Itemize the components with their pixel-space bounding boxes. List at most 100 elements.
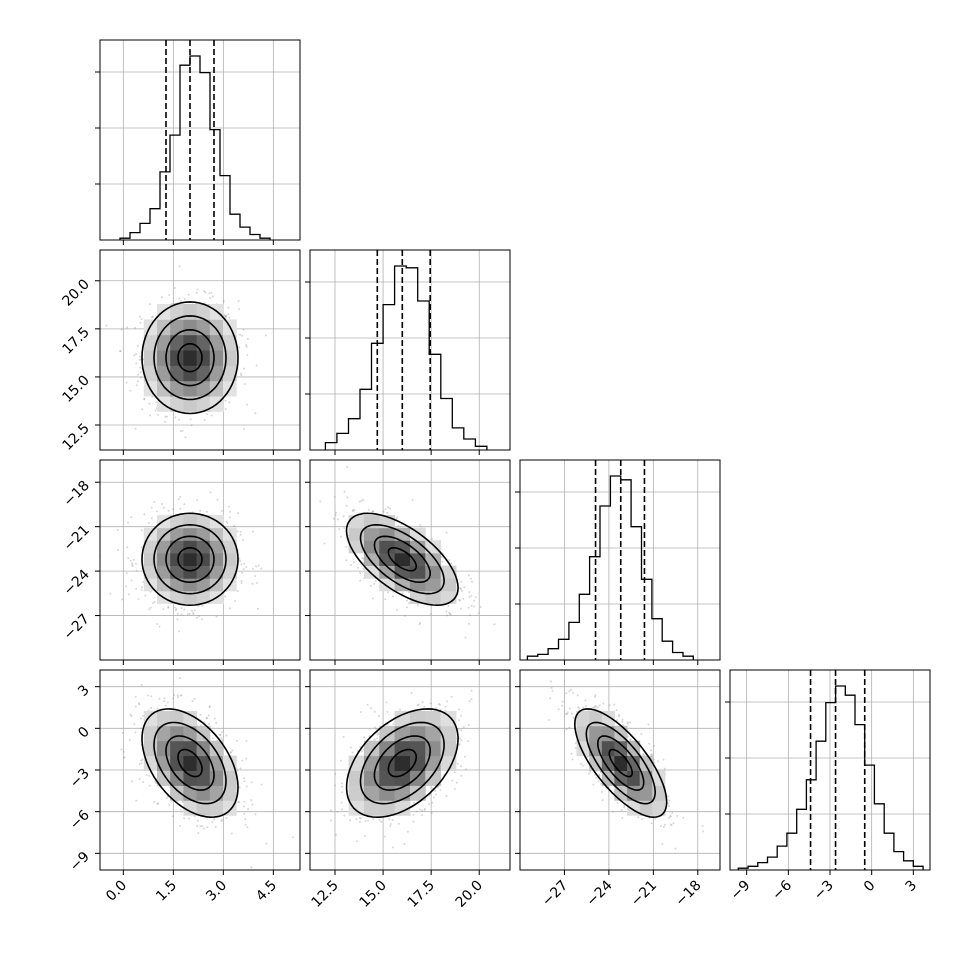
sample-point xyxy=(153,501,156,503)
density-cell xyxy=(143,552,158,566)
density-cell xyxy=(157,578,171,592)
sample-point xyxy=(453,771,456,774)
sample-point xyxy=(179,824,181,827)
sample-point xyxy=(188,817,190,820)
panel-inner-2-0 xyxy=(100,491,263,633)
density-cell xyxy=(348,785,365,801)
sample-point xyxy=(214,825,217,828)
sample-point xyxy=(469,577,472,580)
sample-point xyxy=(158,625,161,628)
density-cell xyxy=(440,725,457,742)
sample-point xyxy=(175,469,177,471)
sample-point xyxy=(345,545,348,548)
sample-point xyxy=(243,383,246,385)
sample-point xyxy=(164,451,166,453)
sample-point xyxy=(245,566,248,568)
density-cell xyxy=(410,578,426,592)
sample-point xyxy=(120,328,123,331)
sample-point xyxy=(421,701,424,703)
sample-point xyxy=(121,732,124,734)
sample-point xyxy=(335,833,337,836)
sample-point xyxy=(150,316,153,319)
sample-point xyxy=(172,697,175,700)
sample-point xyxy=(195,291,198,294)
sample-point xyxy=(179,677,182,680)
sample-point xyxy=(371,597,374,600)
sample-point xyxy=(458,708,461,711)
xtick-label-0-0: 0.0 xyxy=(103,878,130,905)
sample-point xyxy=(356,840,359,843)
sample-point xyxy=(198,615,200,617)
sample-point xyxy=(225,314,228,317)
sample-point xyxy=(135,799,138,802)
sample-point xyxy=(172,508,175,510)
sample-point xyxy=(457,719,460,722)
sample-point xyxy=(412,820,415,823)
sample-point xyxy=(123,756,126,759)
density-cell xyxy=(440,710,457,727)
sample-point xyxy=(467,574,470,576)
sample-point xyxy=(138,703,141,706)
sample-point xyxy=(211,295,214,298)
density-cell xyxy=(183,527,198,541)
sample-point xyxy=(127,557,130,560)
sample-point xyxy=(131,565,134,568)
sample-point xyxy=(134,731,137,734)
sample-point xyxy=(165,415,168,418)
sample-point xyxy=(403,843,406,845)
sample-point xyxy=(125,381,128,384)
sample-point xyxy=(190,609,193,612)
density-cell xyxy=(183,334,198,351)
density-cell xyxy=(170,770,184,786)
density-cell xyxy=(157,380,171,397)
sample-point xyxy=(215,615,218,618)
xtick-label-1-1: 15.0 xyxy=(357,878,390,911)
sample-point xyxy=(235,739,238,742)
density-cell xyxy=(183,380,198,397)
sample-point xyxy=(191,700,194,703)
density-cell xyxy=(183,565,198,579)
density-cell xyxy=(364,800,380,816)
density-cell xyxy=(348,755,365,771)
sample-point xyxy=(468,591,471,594)
sample-point xyxy=(227,306,230,309)
sample-point xyxy=(260,567,263,570)
sample-point xyxy=(243,812,246,815)
density-cell xyxy=(183,552,198,566)
sample-point xyxy=(479,605,482,608)
density-cell xyxy=(223,365,237,382)
sample-point xyxy=(382,510,385,513)
contour-1-0-1 xyxy=(165,328,215,387)
sample-point xyxy=(418,623,421,626)
sample-point xyxy=(445,795,448,797)
sample-point xyxy=(229,510,232,513)
density-cell xyxy=(196,350,211,366)
sample-point xyxy=(135,569,138,572)
sample-point xyxy=(222,300,225,303)
sample-point xyxy=(140,762,143,765)
sample-point xyxy=(669,823,672,826)
sample-point xyxy=(120,748,123,751)
sample-point xyxy=(147,522,150,524)
sample-point xyxy=(341,808,344,811)
sample-point xyxy=(196,819,199,822)
density-cell xyxy=(348,515,365,529)
sample-point xyxy=(342,735,345,738)
density-cell xyxy=(196,396,211,412)
sample-point xyxy=(219,734,221,737)
histogram-2 xyxy=(526,475,694,660)
sample-point xyxy=(435,793,437,796)
panel-frame-1-1 xyxy=(309,249,511,451)
density-cell xyxy=(348,527,365,541)
sample-point xyxy=(119,350,122,352)
sample-point xyxy=(464,755,467,758)
sample-point xyxy=(396,516,399,519)
density-cell xyxy=(183,319,198,336)
panel-frame-0-0 xyxy=(99,39,301,241)
sample-point xyxy=(226,522,229,525)
sample-point xyxy=(406,830,409,833)
density-cell xyxy=(170,304,184,320)
sample-point xyxy=(246,403,249,406)
density-cell xyxy=(183,350,198,366)
sample-point xyxy=(377,715,380,718)
